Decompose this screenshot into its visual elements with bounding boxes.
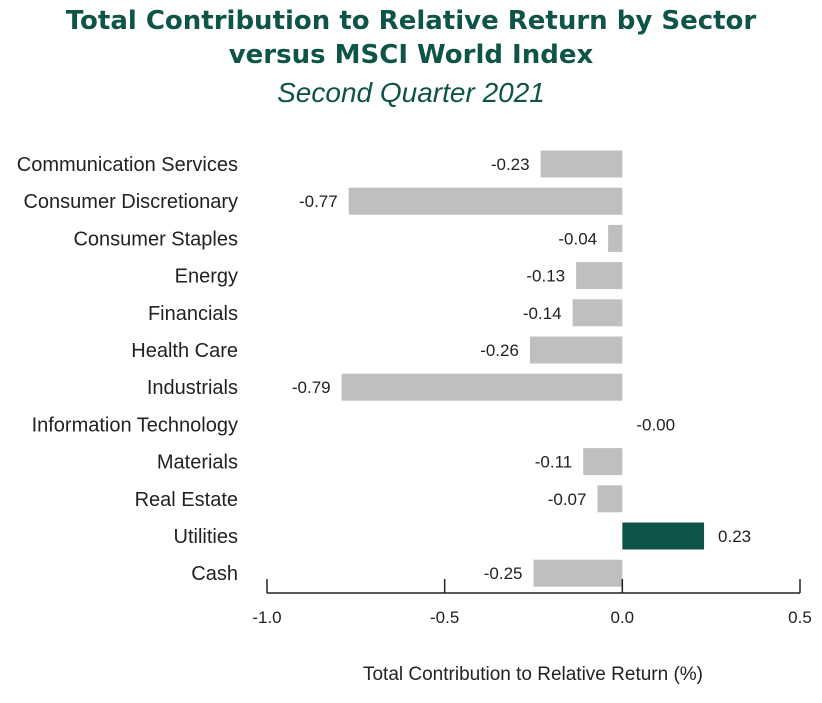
x-tick-label-3: 0.5 (788, 608, 812, 627)
bar-materials (583, 448, 623, 476)
bar-energy (576, 262, 623, 290)
category-label-information-technology: Information Technology (32, 414, 238, 436)
x-tick-label-2: 0.0 (611, 608, 635, 627)
category-labels: Communication Services Consumer Discretio… (17, 154, 238, 585)
x-axis: -1.0 -0.5 0.0 0.5 (252, 579, 812, 627)
category-label-energy: Energy (175, 266, 238, 288)
bar-utilities (622, 522, 705, 550)
x-tick-label-0: -1.0 (252, 608, 281, 627)
value-label-communication-services: -0.23 (491, 155, 530, 174)
value-label-energy: -0.13 (526, 267, 565, 286)
category-label-financials: Financials (148, 303, 238, 325)
value-label-consumer-discretionary: -0.77 (299, 192, 338, 211)
chart-title-line-1: Total Contribution to Relative Return by… (65, 6, 757, 36)
bar-cash (533, 559, 623, 587)
category-label-consumer-staples: Consumer Staples (73, 228, 238, 250)
value-labels: -0.23 -0.77 -0.04 -0.13 -0.14-0.26 -0.79 -0.00… (292, 155, 751, 583)
x-tick-label-1: -0.5 (430, 608, 459, 627)
title-block: Total Contribution to Relative Return by… (0, 4, 822, 110)
value-label-consumer-staples: -0.04 (558, 229, 597, 248)
value-label-cash: -0.25 (484, 564, 523, 583)
bar-financials (572, 299, 623, 327)
bar-health-care (529, 336, 623, 364)
category-label-communication-services: Communication Services (17, 154, 238, 176)
category-label-cash: Cash (191, 563, 238, 585)
bar-industrials (341, 373, 623, 401)
value-label-industrials: -0.79 (292, 378, 331, 397)
bar-consumer-staples (608, 224, 623, 252)
category-label-utilities: Utilities (174, 526, 238, 548)
value-label-real-estate: -0.07 (548, 490, 587, 509)
value-label-health-care: -0.26 (480, 341, 519, 360)
category-label-materials: Materials (157, 452, 238, 474)
bar-consumer-discretionary (348, 187, 623, 215)
category-label-real-estate: Real Estate (135, 489, 238, 511)
category-label-consumer-discretionary: Consumer Discretionary (23, 191, 238, 213)
value-label-materials: -0.11 (535, 453, 573, 472)
value-label-utilities: 0.23 (718, 527, 751, 546)
value-label-financials: -0.14 (523, 304, 562, 323)
value-label-information-technology: -0.00 (636, 415, 675, 434)
category-label-industrials: Industrials (147, 377, 238, 399)
category-label-health-care: Health Care (131, 340, 238, 362)
bars-group (341, 150, 705, 587)
x-axis-title: Total Contribution to Relative Return (%… (363, 664, 703, 685)
chart-subtitle: Second Quarter 2021 (277, 77, 545, 108)
chart-title-line-2: versus MSCI World Index (228, 40, 594, 70)
bar-real-estate (597, 485, 623, 513)
bar-communication-services (540, 150, 623, 178)
